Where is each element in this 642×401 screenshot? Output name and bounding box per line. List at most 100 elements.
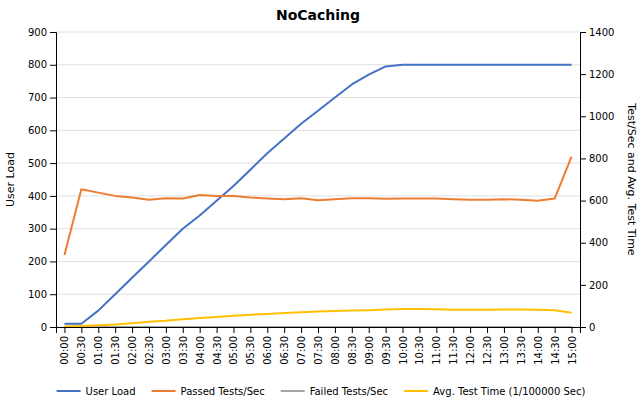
y2-axis: 0200400600800100012001400 (580, 27, 614, 333)
x-tick: 08:00 (330, 327, 341, 365)
tick-mark (572, 327, 573, 333)
tick-mark (580, 116, 586, 117)
legend-item: Passed Tests/Sec (152, 386, 265, 397)
x-tick: 06:00 (262, 327, 273, 365)
tick-mark (470, 327, 471, 333)
tick-mark (521, 327, 522, 333)
tick-mark (386, 327, 387, 333)
tick-mark (580, 32, 586, 33)
chart: 00:0000:3001:0001:3002:0002:3003:0003:30… (0, 0, 642, 401)
tick-mark (580, 201, 586, 202)
tick-mark (50, 98, 56, 99)
y-tick: 800 (28, 59, 56, 70)
legend-item: User Load (57, 386, 136, 397)
y2-tick: 1400 (580, 27, 614, 38)
tick-label: 15:00 (567, 336, 578, 365)
tick-mark (81, 327, 82, 333)
y2-tick: 200 (580, 280, 608, 291)
tick-label: 800 (589, 153, 608, 164)
tick-label: 08:00 (330, 336, 341, 365)
axis-line (57, 328, 581, 334)
tick-label: 200 (589, 280, 608, 291)
tick-label: 600 (589, 195, 608, 206)
tick-label: 800 (28, 59, 47, 70)
series-line (64, 157, 571, 255)
tick-mark (183, 327, 184, 333)
tick-label: 09:00 (364, 336, 375, 365)
y-tick: 100 (28, 289, 56, 300)
y2-tick: 800 (580, 153, 608, 164)
tick-label: 01:00 (93, 336, 104, 365)
x-tick: 05:30 (245, 327, 256, 365)
x-tick: 11:30 (448, 327, 459, 365)
tick-label: 03:00 (161, 336, 172, 365)
legend-label: Passed Tests/Sec (181, 386, 265, 397)
tick-mark (149, 327, 150, 333)
y-tick: 900 (28, 27, 56, 38)
x-tick: 02:30 (144, 327, 155, 365)
tick-label: 12:00 (465, 336, 476, 365)
tick-mark (436, 327, 437, 333)
tick-label: 04:30 (212, 336, 223, 365)
grid-line (56, 261, 580, 262)
axis-line (581, 33, 587, 328)
tick-label: 06:30 (279, 336, 290, 365)
legend-label: Failed Tests/Sec (310, 386, 388, 397)
tick-label: 02:00 (127, 336, 138, 365)
tick-mark (200, 327, 201, 333)
y-tick: 0 (41, 322, 56, 333)
grid-line (56, 195, 580, 196)
tick-label: 200 (28, 256, 47, 267)
tick-label: 400 (589, 237, 608, 248)
x-tick: 08:30 (347, 327, 358, 365)
tick-label: 13:30 (516, 336, 527, 365)
x-tick: 13:00 (499, 327, 510, 365)
tick-label: 04:00 (195, 336, 206, 365)
grid-line (56, 97, 580, 98)
y2-tick: 600 (580, 195, 608, 206)
grid-line (56, 32, 580, 33)
y-tick: 200 (28, 256, 56, 267)
tick-mark (50, 261, 56, 262)
tick-mark (166, 327, 167, 333)
x-tick: 09:00 (364, 327, 375, 365)
tick-label: 11:00 (431, 336, 442, 365)
tick-label: 400 (28, 191, 47, 202)
x-tick: 12:30 (482, 327, 493, 365)
tick-label: 100 (28, 289, 47, 300)
tick-label: 07:30 (313, 336, 324, 365)
title: NoCaching (276, 7, 360, 23)
y2-tick: 0 (580, 322, 595, 333)
plot: 00:0000:3001:0001:3002:0002:3003:0003:30… (4, 27, 638, 365)
y-axis: 0100200300400500600700800900 (28, 27, 57, 333)
tick-mark (580, 327, 586, 328)
tick-label: 09:30 (381, 336, 392, 365)
tick-label: 02:30 (144, 336, 155, 365)
y2-axis-title: Test/Sec and Avg. Test Time (625, 102, 638, 256)
grid-line (56, 294, 580, 295)
series-line (64, 65, 571, 324)
y-tick: 700 (28, 92, 56, 103)
tick-mark (403, 327, 404, 333)
x-tick: 04:00 (195, 327, 206, 365)
y-axis-title: User Load (4, 152, 17, 207)
tick-label: 12:30 (482, 336, 493, 365)
tick-mark (115, 327, 116, 333)
legend-swatch (281, 390, 305, 392)
x-tick: 07:00 (296, 327, 307, 365)
x-tick: 10:00 (398, 327, 409, 365)
tick-mark (132, 327, 133, 333)
tick-mark (64, 327, 65, 333)
tick-mark (50, 229, 56, 230)
axis-line (50, 33, 57, 328)
x-tick: 14:30 (550, 327, 561, 365)
tick-mark (50, 32, 56, 33)
tick-label: 14:00 (533, 336, 544, 365)
x-tick: 07:30 (313, 327, 324, 365)
tick-label: 500 (28, 158, 47, 169)
tick-label: 14:30 (550, 336, 561, 365)
tick-label: 08:30 (347, 336, 358, 365)
y-tick: 600 (28, 125, 56, 136)
x-tick: 05:00 (228, 327, 239, 365)
x-tick: 03:00 (161, 327, 172, 365)
